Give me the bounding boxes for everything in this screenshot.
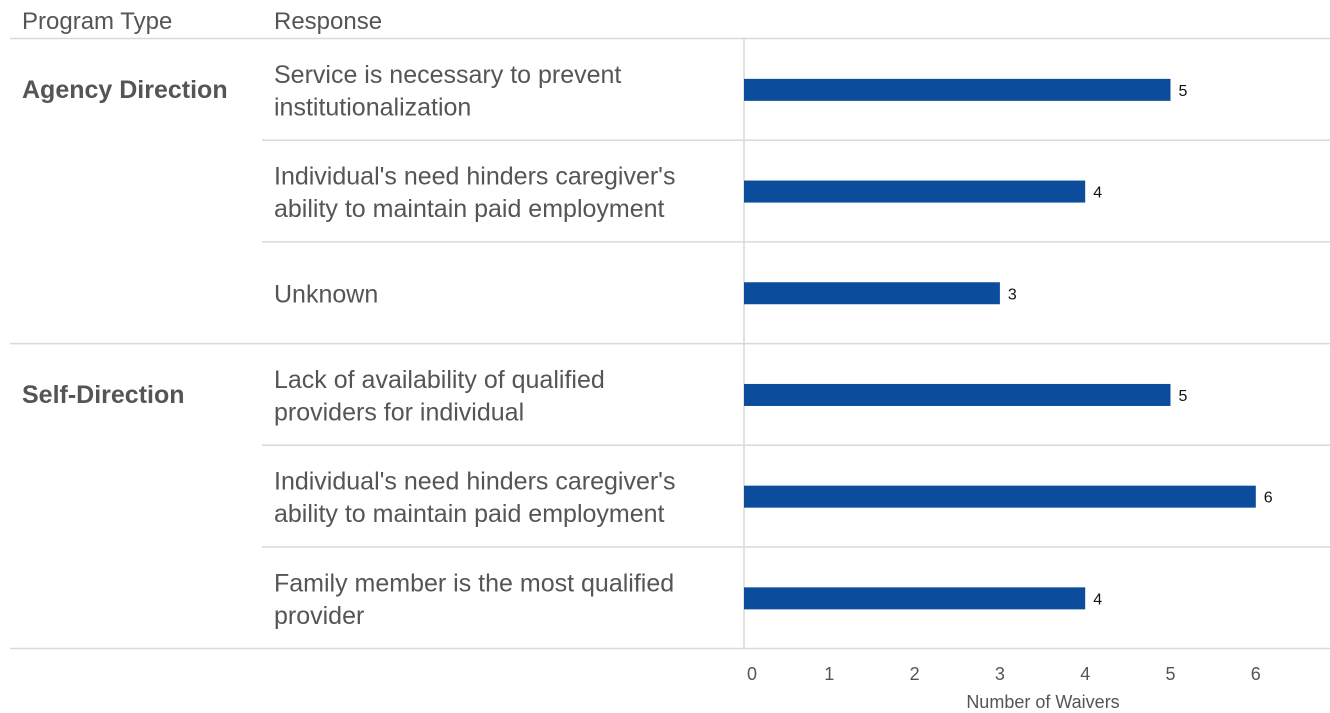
response-label: Lack of availability of qualified provide… <box>274 366 605 427</box>
program-type-header: Program Type <box>22 8 172 35</box>
response-label: Unknown <box>274 280 378 308</box>
rows-layer: Agency Direction Service is necessary to … <box>10 61 1330 630</box>
x-tick-label: 3 <box>995 664 1005 684</box>
bar <box>744 383 1171 406</box>
bar-value-label: 4 <box>1093 185 1102 202</box>
bar-value-label: 5 <box>1179 83 1188 100</box>
bar <box>744 78 1171 101</box>
x-tick-label: 5 <box>1165 664 1175 684</box>
x-tick-label: 0 <box>747 664 757 684</box>
bar <box>744 180 1086 203</box>
group-label: Agency Direction <box>22 76 228 104</box>
response-label: Family member is the most qualified provi… <box>274 569 674 630</box>
response-header: Response <box>274 8 382 35</box>
response-label: Individual's need hinders caregiver's abi… <box>274 163 675 224</box>
bar-value-label: 3 <box>1008 286 1017 303</box>
group-label: Self-Direction <box>22 381 185 409</box>
bar <box>744 587 1086 610</box>
bar-value-label: 4 <box>1093 591 1102 608</box>
x-tick-label: 2 <box>910 664 920 684</box>
response-label: Service is necessary to prevent instituti… <box>274 61 621 122</box>
x-tick-label: 4 <box>1080 664 1090 684</box>
x-axis-label: Number of Waivers <box>966 692 1119 712</box>
response-label: Individual's need hinders caregiver's abi… <box>274 468 675 529</box>
bar-value-label: 6 <box>1264 490 1273 507</box>
bar-value-label: 5 <box>1179 388 1188 405</box>
x-axis-ticks: 0 1 2 3 4 5 6 <box>747 664 1261 684</box>
bar <box>744 485 1256 508</box>
bar <box>744 282 1000 305</box>
x-tick-label: 1 <box>824 664 834 684</box>
x-tick-label: 6 <box>1251 664 1261 684</box>
